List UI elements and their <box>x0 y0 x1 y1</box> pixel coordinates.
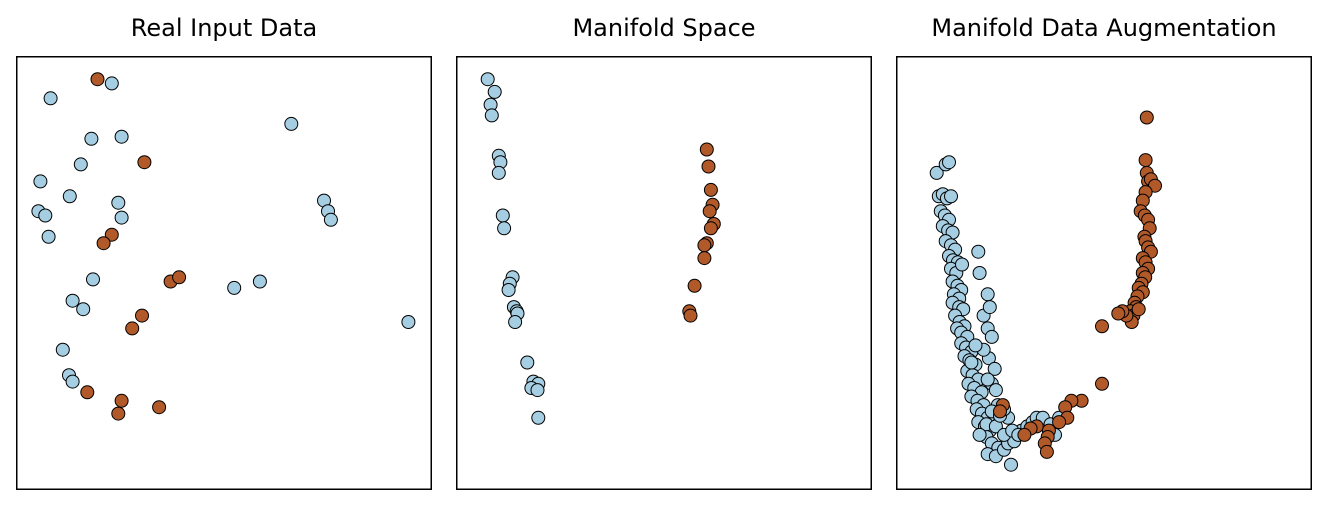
data-point <box>111 195 126 210</box>
data-point <box>942 155 956 170</box>
data-point <box>84 131 99 146</box>
data-point <box>62 189 77 204</box>
data-point <box>1095 376 1109 391</box>
data-point <box>508 315 523 329</box>
data-point <box>41 229 56 244</box>
data-point <box>125 321 140 336</box>
data-point <box>65 374 80 389</box>
panel-real-input-data: Real Input Data <box>16 14 432 490</box>
data-point <box>993 404 1007 419</box>
data-point <box>1052 415 1067 430</box>
data-point <box>697 251 712 266</box>
data-point <box>702 204 717 219</box>
data-point <box>104 227 119 242</box>
plot-frame <box>896 56 1312 490</box>
data-point <box>1017 427 1032 442</box>
data-point <box>111 406 126 421</box>
data-point <box>972 266 987 280</box>
data-point <box>96 236 111 251</box>
data-point <box>1039 444 1054 459</box>
data-point <box>1139 110 1154 125</box>
data-point <box>980 287 995 302</box>
data-point <box>227 280 242 295</box>
data-point <box>701 159 716 174</box>
data-point <box>982 300 997 315</box>
data-point <box>33 174 48 189</box>
data-point <box>699 142 714 157</box>
data-point <box>497 221 512 236</box>
series-class_a <box>480 72 546 425</box>
data-point <box>172 270 187 285</box>
data-point <box>944 189 958 204</box>
data-point <box>487 84 502 99</box>
data-point <box>520 355 535 370</box>
series-class_b <box>80 72 187 421</box>
data-point <box>90 72 105 87</box>
plot-frame <box>16 56 432 490</box>
data-point <box>1095 319 1109 334</box>
data-point <box>114 210 129 225</box>
data-point <box>86 272 100 287</box>
data-point <box>137 155 152 170</box>
data-point <box>964 355 979 370</box>
data-point <box>984 329 999 344</box>
data-point <box>495 208 510 223</box>
data-point <box>955 257 969 272</box>
series-class_a <box>929 155 1067 472</box>
data-point <box>703 182 718 197</box>
data-point <box>980 372 995 387</box>
data-point <box>971 244 986 259</box>
data-point <box>76 302 91 317</box>
data-point <box>972 427 987 442</box>
data-point <box>73 157 88 172</box>
data-point <box>687 278 702 293</box>
data-point <box>987 361 1002 376</box>
data-point <box>968 338 983 353</box>
scatter-plot <box>16 56 432 490</box>
data-point <box>38 208 53 223</box>
scatter-plot <box>456 56 872 490</box>
data-point <box>480 72 495 87</box>
data-point <box>988 383 1003 398</box>
plot-frame <box>456 56 872 490</box>
data-point <box>80 385 95 400</box>
chart-title: Real Input Data <box>130 14 318 42</box>
data-point <box>55 342 70 357</box>
data-point <box>530 383 545 398</box>
data-point <box>323 212 338 227</box>
data-point <box>104 76 119 91</box>
data-point <box>1131 302 1146 317</box>
scatter-plot <box>896 56 1312 490</box>
data-point <box>284 116 299 131</box>
data-point <box>1138 153 1153 168</box>
data-point <box>135 308 149 323</box>
data-point <box>484 108 499 123</box>
data-point <box>1004 457 1018 472</box>
data-point <box>65 293 80 308</box>
series-class_b <box>682 142 721 323</box>
data-point <box>683 308 698 323</box>
series-class_a <box>31 76 416 389</box>
data-point <box>501 283 516 297</box>
data-point <box>697 238 712 253</box>
data-point <box>252 274 267 289</box>
data-point <box>114 129 129 144</box>
series-class_b <box>993 110 1162 459</box>
data-point <box>929 165 944 180</box>
data-point <box>703 221 718 236</box>
data-point <box>491 165 506 180</box>
data-point <box>531 410 546 425</box>
data-point <box>43 91 58 106</box>
chart-title: Manifold Data Augmentation <box>931 14 1277 42</box>
data-point <box>1111 306 1126 321</box>
data-point <box>152 400 167 415</box>
chart-title: Manifold Space <box>572 14 756 42</box>
data-point <box>114 393 129 408</box>
panel-manifold-data-augmentation: Manifold Data Augmentation <box>896 14 1312 490</box>
panel-manifold-space: Manifold Space <box>456 14 872 490</box>
data-point <box>401 315 416 329</box>
